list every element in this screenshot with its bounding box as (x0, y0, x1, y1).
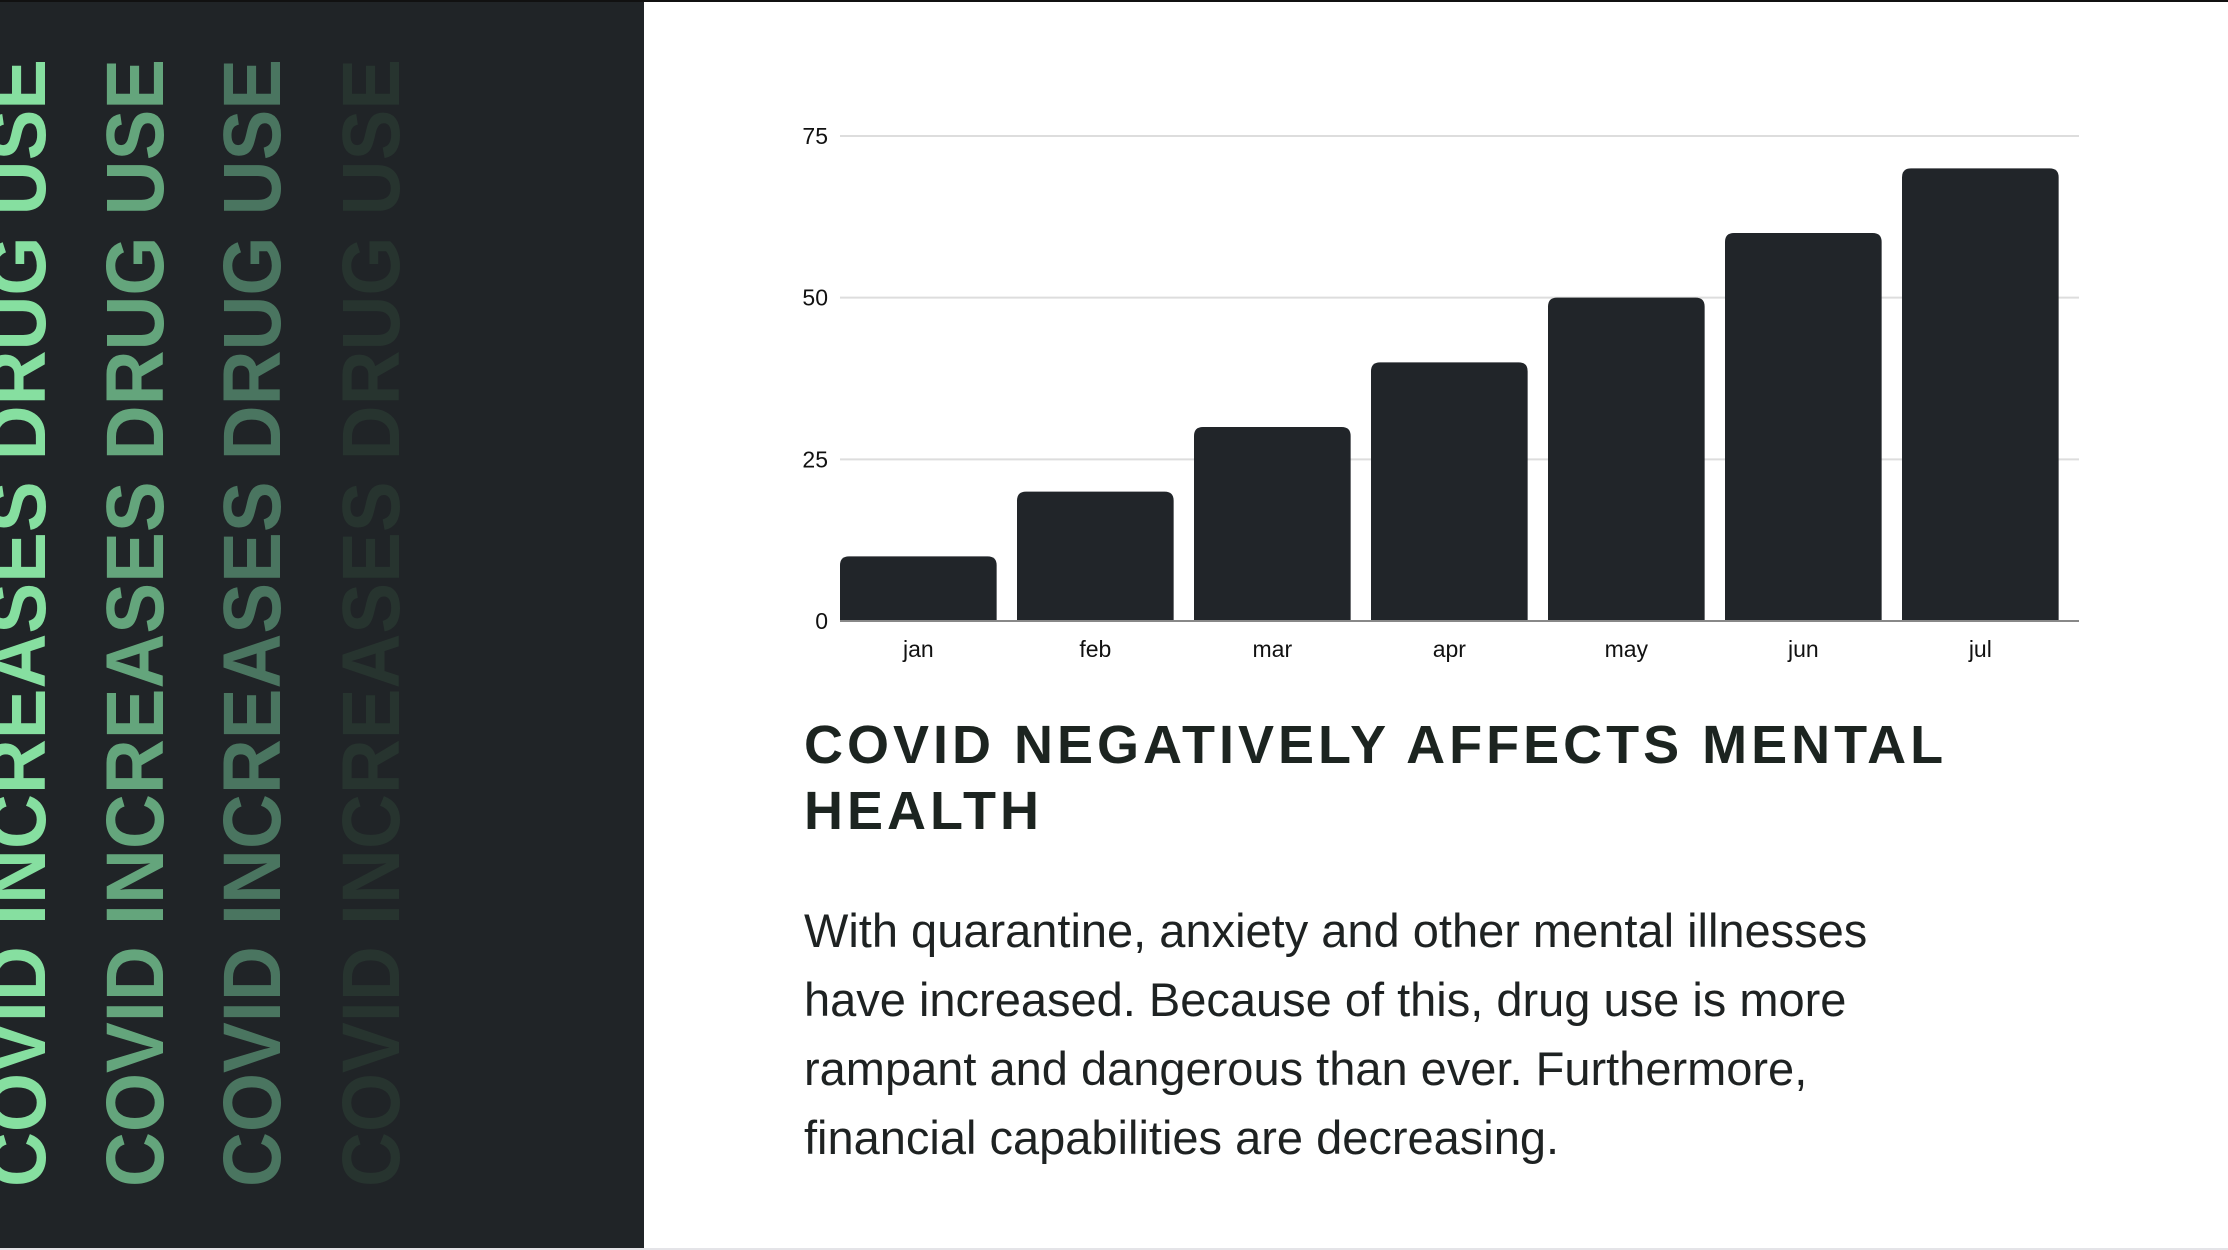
body-line: With quarantine, anxiety and other menta… (804, 904, 1868, 957)
body-line: rampant and dangerous than ever. Further… (804, 1042, 1808, 1095)
x-tick-label: jun (1787, 636, 1819, 662)
x-tick-label: jul (1968, 636, 1992, 662)
bar-jan (840, 556, 997, 621)
repeated-title-graphic: COVID INCREASES DRUG USE COVID INCREASES … (0, 59, 417, 1187)
x-tick-label: apr (1433, 636, 1467, 662)
bar-chart: 0 25 50 75 jan feb mar apr may jun jul (802, 123, 2079, 662)
y-tick-label: 50 (802, 285, 828, 311)
body-line: have increased. Because of this, drug us… (804, 973, 1847, 1026)
vertical-title-4: COVID INCREASES DRUG USE (326, 59, 417, 1187)
y-tick-label: 75 (802, 123, 828, 149)
vertical-title-3: COVID INCREASES DRUG USE (207, 59, 298, 1187)
bar-feb (1017, 491, 1174, 621)
bar-may (1548, 297, 1705, 621)
section-body: With quarantine, anxiety and other menta… (804, 896, 2124, 1172)
vertical-title-2: COVID INCREASES DRUG USE (90, 59, 181, 1187)
x-tick-label: jan (902, 636, 934, 662)
body-line: financial capabilities are decreasing. (804, 1111, 1560, 1164)
bar-mar (1194, 427, 1351, 621)
x-tick-label: feb (1079, 636, 1111, 662)
y-tick-label: 0 (815, 608, 828, 634)
section-heading: COVID NEGATIVELY AFFECTS MENTAL HEALTH (804, 715, 1947, 841)
side-panel: COVID INCREASES DRUG USE COVID INCREASES … (0, 2, 644, 1248)
vertical-title-1: COVID INCREASES DRUG USE (0, 59, 63, 1187)
bottom-border (0, 1248, 2228, 1250)
y-tick-label: 25 (802, 446, 828, 472)
x-tick-label: mar (1253, 636, 1293, 662)
top-border (0, 0, 2228, 2)
x-tick-label: may (1605, 636, 1649, 662)
bar-jun (1725, 233, 1882, 621)
bar-jul (1902, 168, 2059, 621)
bar-apr (1371, 362, 1528, 621)
